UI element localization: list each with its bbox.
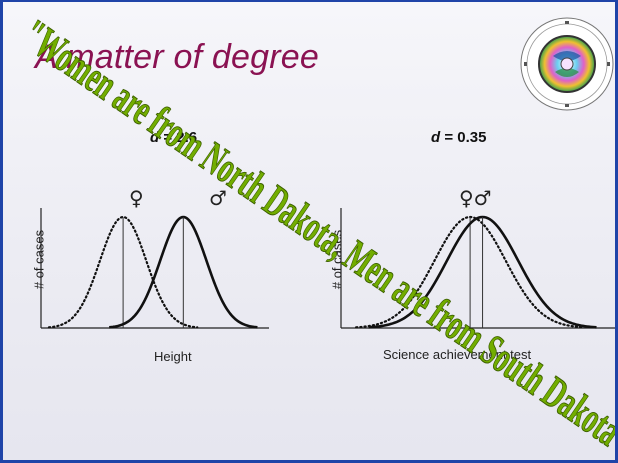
y-axis-label-height: # of cases [31,229,47,290]
x-axis-label-science: Science achievement test [383,347,532,362]
university-emblem-icon [520,17,614,111]
male-symbol: ♂ [209,186,227,210]
effect-size-label-height: d = 2.6 [150,129,198,146]
female-symbol: ♀ [129,186,144,210]
slide-title: A matter of degree [35,38,319,76]
effect-size-label-science: d = 0.35 [431,129,487,146]
x-axis-label-height: Height [154,349,192,364]
height-distribution-chart [40,208,269,329]
y-axis-label-science: # of cases [329,229,345,290]
female-male-symbol: ♀♂ [459,186,492,210]
science-distribution-chart [340,208,615,329]
